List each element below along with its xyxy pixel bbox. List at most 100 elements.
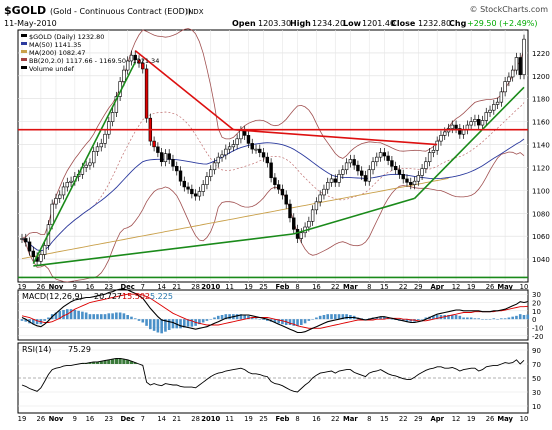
candle-body: [193, 193, 198, 197]
candle-body: [103, 133, 107, 144]
candle-body: [333, 178, 337, 183]
candle-body: [420, 168, 424, 176]
macd-hist-bar: [273, 319, 277, 323]
macd-hist-bar: [424, 317, 428, 320]
macd-title: MACD(12,26,9): [22, 292, 83, 301]
macd-hist-bar: [35, 319, 39, 325]
candle-body: [167, 153, 171, 160]
bollinger-lower: [21, 151, 525, 283]
macd-hist-bar: [126, 315, 129, 320]
candle-body: [499, 91, 504, 103]
macd-hist-bar: [235, 314, 239, 320]
candle-body: [522, 38, 526, 75]
candle-body: [205, 176, 209, 185]
rsi-y-axis: 90 70 50 30 10: [532, 347, 541, 411]
macd-hist-bar: [277, 319, 280, 324]
candle-body: [159, 152, 164, 163]
legend-swatch: [21, 42, 27, 45]
x-tick-label: 14: [157, 283, 166, 291]
macd-hist-bar: [330, 314, 333, 320]
macd-hist-bar: [307, 319, 311, 321]
macd-hist-bar: [220, 315, 224, 320]
candle-body: [401, 174, 405, 180]
macd-hist-bar: [326, 314, 330, 320]
macd-hist-bar: [239, 314, 243, 320]
x-tick-label: 11: [225, 283, 234, 291]
candle-body: [125, 60, 130, 71]
macd-tick-label: -20: [532, 333, 543, 341]
rsi-tick-label: 30: [532, 389, 541, 397]
candle-body: [254, 148, 258, 151]
candle-body: [518, 57, 522, 75]
candle-body: [24, 238, 28, 243]
macd-hist-bar: [118, 312, 122, 320]
price-tick-label: 1100: [532, 187, 550, 195]
macd-hist-bar: [315, 317, 318, 320]
macd-hist-bar: [171, 319, 175, 329]
macd-hist-bar: [73, 310, 77, 320]
macd-hist-bar: [526, 314, 530, 320]
x-tick-label-bottom: Feb: [276, 415, 290, 423]
macd-hist-bar: [96, 314, 99, 320]
candle-body: [58, 194, 62, 199]
candle-body: [227, 146, 232, 150]
macd-hist-bar: [450, 315, 454, 320]
x-tick-label: 16: [86, 283, 95, 291]
macd-hist-bar: [311, 319, 314, 320]
candle-body: [65, 182, 69, 188]
macd-hist-bar: [488, 319, 492, 320]
x-tick-label-bottom: 10: [520, 415, 529, 423]
candle-body: [212, 162, 217, 171]
candle-body: [322, 188, 326, 196]
high-value: 1234.20: [312, 19, 345, 28]
macd-hist-bar: [458, 315, 462, 320]
macd-lines: [21, 288, 528, 334]
x-axis: 19 26 Nov 9 16 23 Dec 7 14 21 28 2010 11 19 25 Feb 8 16 22…: [18, 283, 529, 291]
quote-bar: Open 1203.30 High 1234.20 Low 1201.40 Cl…: [232, 19, 538, 28]
x-tick-label-bottom: 15: [380, 415, 389, 423]
candle-body: [337, 174, 341, 183]
x-tick-label: 21: [172, 283, 181, 291]
candle-body: [250, 143, 254, 150]
x-tick-label-bottom: 2010: [201, 415, 220, 423]
macd-hist-bar: [296, 319, 299, 326]
macd-hist-bar: [511, 316, 514, 320]
macd-hist-bar: [375, 317, 379, 320]
price-tick-label: 1200: [532, 73, 550, 81]
macd-hist-bar: [186, 319, 190, 327]
macd-hist-value: 5.225: [150, 292, 173, 301]
macd-hist-bar: [99, 314, 103, 320]
legend-swatch: [21, 34, 27, 37]
macd-hist-bar: [281, 319, 284, 325]
chg-value: +29.50 (+2.49%): [467, 19, 538, 28]
x-tick-label-bottom: 7: [141, 415, 145, 423]
price-tick-label: 1080: [532, 210, 550, 218]
x-tick-label: 10: [520, 283, 529, 291]
chart-source: © StockCharts.com: [470, 5, 549, 14]
macd-hist-bar: [254, 318, 258, 320]
candle-body: [507, 76, 511, 82]
macd-hist-bar: [205, 319, 209, 321]
macd-hist-bar: [201, 319, 205, 323]
close-label: Close: [391, 19, 416, 28]
open-label: Open: [232, 19, 256, 28]
macd-hist-bar: [122, 313, 126, 320]
x-tick-label-bottom: 25: [259, 415, 268, 423]
macd-hist-bar: [54, 312, 58, 320]
candle-body: [427, 152, 432, 163]
macd-hist-bar: [258, 319, 262, 320]
macd-hist-bar: [496, 319, 499, 320]
candle-body: [39, 254, 43, 262]
rsi-tick-label: 50: [532, 375, 541, 383]
candle-body: [137, 59, 141, 64]
macd-hist-bar: [198, 319, 201, 325]
macd-hist-bar: [209, 319, 213, 320]
candle-body: [261, 152, 266, 158]
x-tick-label: 7: [141, 283, 145, 291]
candle-body: [495, 101, 500, 105]
candle-body: [84, 164, 88, 168]
x-tick-label-bottom: 21: [172, 415, 181, 423]
macd-hist-bar: [137, 319, 141, 321]
candle-body: [242, 130, 247, 136]
